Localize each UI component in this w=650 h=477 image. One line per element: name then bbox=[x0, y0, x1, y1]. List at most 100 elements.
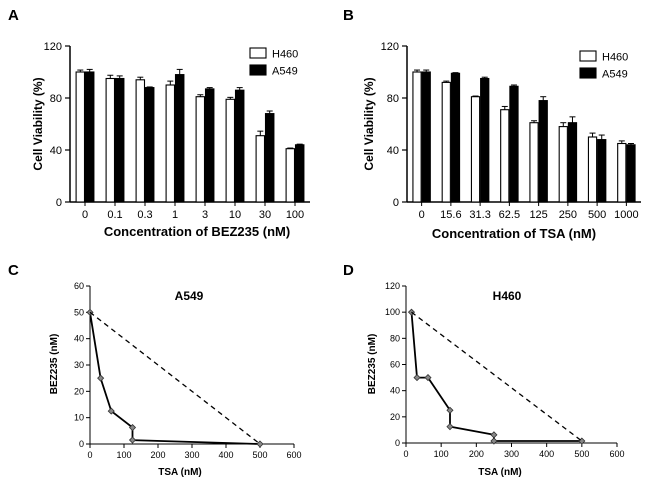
panel-c-ytick-label: 0 bbox=[79, 439, 84, 449]
panel-d-xtick-label: 0 bbox=[403, 449, 408, 459]
panel-d: D H460 BEZ235 (nM) TSA (nM) 0 20 40 60 80 100… bbox=[343, 262, 625, 477]
panel-c-xtick-label: 500 bbox=[252, 450, 267, 460]
panel-a-bar-h460 bbox=[105, 77, 116, 203]
panel-c-data-point bbox=[107, 407, 115, 415]
panel-b-bar-a549 bbox=[450, 72, 461, 203]
panel-a-bar-a549 bbox=[294, 144, 305, 203]
panel-a-bar-a549 bbox=[174, 74, 185, 203]
panel-b-legend-swatch-h460 bbox=[579, 50, 597, 62]
panel-b-xtick-label: 1000 bbox=[614, 209, 638, 221]
panel-b-bar-a549 bbox=[509, 85, 519, 203]
panel-a-xtick-label: 10 bbox=[229, 209, 241, 221]
panel-b-legend-label-h460: H460 bbox=[602, 52, 628, 64]
panel-b: B Cell Viability (%) Concentration of TS… bbox=[343, 7, 641, 241]
panel-a-xtick-label: 1 bbox=[172, 209, 178, 221]
panel-b-bar-a549 bbox=[597, 139, 607, 203]
panel-d-xtick-label: 400 bbox=[539, 449, 554, 459]
panel-c-xtick-label: 100 bbox=[116, 450, 131, 460]
panel-b-bar-h460 bbox=[558, 126, 568, 203]
panel-b-xlabel: Concentration of TSA (nM) bbox=[432, 226, 596, 241]
panel-a-bar-a549 bbox=[114, 77, 125, 203]
panel-b-ytick-label: 40 bbox=[387, 145, 399, 157]
panel-a-bar-h460 bbox=[255, 135, 266, 203]
panel-a-legend-label-h460: H460 bbox=[272, 49, 298, 61]
panel-c-additivity-line bbox=[89, 311, 261, 445]
panel-c-xtick-label: 400 bbox=[218, 450, 233, 460]
panel-b-legend-swatch-a549 bbox=[579, 67, 597, 79]
panel-b-xtick-label: 500 bbox=[588, 209, 606, 221]
panel-c-ytick-label: 40 bbox=[74, 334, 84, 344]
panel-a-ytick-label: 80 bbox=[50, 93, 62, 105]
panel-b-xtick-label: 31.3 bbox=[469, 209, 490, 221]
panel-a-xtick-label: 0.3 bbox=[137, 209, 152, 221]
panel-a-xlabel: Concentration of BEZ235 (nM) bbox=[104, 224, 290, 239]
panel-c-xtick-label: 200 bbox=[150, 450, 165, 460]
panel-b-xtick-label: 62.5 bbox=[499, 209, 520, 221]
panel-d-xtick-label: 200 bbox=[469, 449, 484, 459]
panel-c-lines bbox=[86, 308, 264, 448]
panel-b-bar-h460 bbox=[441, 81, 451, 203]
panel-c-ytick-label: 60 bbox=[74, 281, 84, 291]
panel-b-ytick-label: 0 bbox=[393, 197, 399, 209]
panel-c-xtick-label: 600 bbox=[286, 450, 301, 460]
panel-a-bar-a549 bbox=[84, 71, 95, 203]
panel-b-bar-h460 bbox=[470, 96, 481, 203]
panel-b-bar-a549 bbox=[421, 71, 431, 203]
panel-a-ytick-label: 40 bbox=[50, 145, 62, 157]
panel-b-letter: B bbox=[343, 7, 354, 24]
panel-b-xtick-label: 0 bbox=[419, 209, 425, 221]
panel-b-bar-a549 bbox=[480, 77, 490, 203]
panel-c: C A549 BEZ235 (nM) TSA (nM) 0 10 20 30 40 50 6… bbox=[8, 262, 302, 477]
panel-d-data-point bbox=[490, 431, 498, 439]
panel-b-bars bbox=[412, 69, 636, 203]
panel-c-ytick-label: 20 bbox=[74, 386, 84, 396]
panel-b-legend: H460 A549 bbox=[579, 50, 628, 81]
panel-c-data-point bbox=[97, 374, 105, 382]
panel-a: A Cell Viability (%) Concentration of BE… bbox=[8, 7, 310, 239]
panel-d-title: H460 bbox=[493, 289, 522, 303]
panel-b-bar-h460 bbox=[617, 142, 627, 203]
panel-b-ylabel: Cell Viability (%) bbox=[362, 77, 376, 170]
panel-d-xtick-label: 600 bbox=[609, 449, 624, 459]
panel-c-ytick-label: 50 bbox=[74, 307, 84, 317]
panel-a-bars bbox=[75, 68, 305, 203]
panel-a-xtick-label: 100 bbox=[286, 209, 304, 221]
panel-a-bar-h460 bbox=[195, 96, 206, 203]
panel-a-bar-h460 bbox=[225, 98, 236, 203]
panel-c-xtick-label: 300 bbox=[184, 450, 199, 460]
panel-d-ytick-label: 0 bbox=[395, 438, 400, 448]
panel-a-legend-swatch-a549 bbox=[249, 64, 267, 76]
panel-d-ytick-label: 20 bbox=[390, 412, 400, 422]
panel-c-ylabel: BEZ235 (nM) bbox=[49, 334, 60, 395]
panel-a-bar-h460 bbox=[75, 71, 86, 203]
panel-a-xtick-label: 0.1 bbox=[107, 209, 122, 221]
panel-d-ytick-label: 120 bbox=[385, 281, 400, 291]
panel-d-data-point bbox=[413, 374, 421, 382]
panel-a-legend-label-a549: A549 bbox=[272, 66, 298, 78]
panel-b-bar-a549 bbox=[567, 122, 578, 203]
panel-b-bar-h460 bbox=[529, 122, 539, 203]
panel-b-xtick-label: 250 bbox=[559, 209, 577, 221]
panel-a-legend-swatch-h460 bbox=[249, 47, 267, 59]
panel-c-data-point bbox=[256, 440, 264, 448]
panel-d-data-point bbox=[446, 423, 454, 431]
panel-a-legend: H460 A549 bbox=[249, 47, 298, 78]
panel-a-bar-h460 bbox=[165, 84, 176, 203]
panel-a-letter: A bbox=[8, 7, 19, 24]
panel-a-bar-a549 bbox=[204, 88, 215, 203]
panel-d-data-point bbox=[446, 406, 454, 414]
panel-d-ytick-label: 80 bbox=[390, 333, 400, 343]
panel-d-ytick-label: 40 bbox=[390, 386, 400, 396]
panel-c-title: A549 bbox=[175, 289, 204, 303]
panel-b-ytick-label: 80 bbox=[387, 93, 399, 105]
panel-a-bar-a549 bbox=[264, 113, 275, 203]
panel-b-bar-a549 bbox=[538, 100, 548, 203]
panel-d-letter: D bbox=[343, 262, 354, 279]
panel-b-xtick-label: 15.6 bbox=[440, 209, 461, 221]
panel-a-bar-h460 bbox=[135, 79, 146, 203]
panel-d-xlabel: TSA (nM) bbox=[478, 467, 522, 477]
panel-d-data-point bbox=[424, 374, 432, 382]
panel-a-axes: 0 40 80 120 0 0.1 0.3 1 3 10 30 100 bbox=[44, 41, 310, 221]
